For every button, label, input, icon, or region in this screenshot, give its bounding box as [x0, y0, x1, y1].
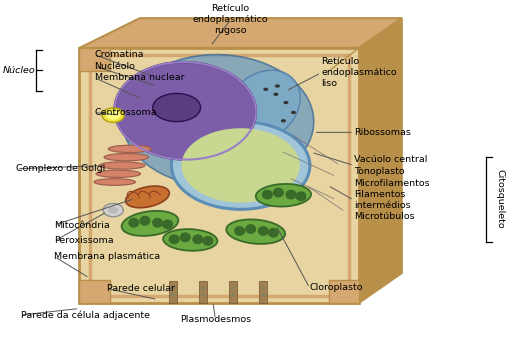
Ellipse shape — [153, 94, 201, 122]
Text: Cloroplasto: Cloroplasto — [310, 283, 363, 293]
Ellipse shape — [128, 218, 139, 228]
Circle shape — [106, 111, 120, 120]
Circle shape — [102, 108, 124, 122]
Circle shape — [263, 88, 268, 91]
Ellipse shape — [192, 234, 203, 244]
Text: Citosqueleto: Citosqueleto — [495, 170, 504, 229]
Ellipse shape — [245, 224, 256, 234]
Bar — [169, 281, 176, 303]
Text: Parede celular: Parede celular — [107, 284, 175, 293]
Text: Membrana plasmática: Membrana plasmática — [54, 252, 160, 261]
Circle shape — [273, 93, 278, 96]
Text: Retículo
endoplasmático
liso: Retículo endoplasmático liso — [321, 57, 397, 88]
Circle shape — [275, 84, 280, 88]
Ellipse shape — [296, 191, 307, 201]
Circle shape — [108, 207, 118, 214]
Polygon shape — [359, 18, 402, 303]
Text: Cromatina: Cromatina — [95, 50, 144, 59]
Circle shape — [103, 203, 123, 217]
Text: Núcleo: Núcleo — [3, 66, 35, 75]
Ellipse shape — [226, 70, 300, 142]
Text: Complexo de Golgi: Complexo de Golgi — [17, 164, 106, 173]
Circle shape — [170, 293, 175, 296]
Text: Peroxissoma: Peroxissoma — [54, 236, 114, 245]
Ellipse shape — [126, 186, 169, 208]
Polygon shape — [80, 18, 402, 48]
Polygon shape — [80, 48, 110, 71]
Ellipse shape — [256, 184, 311, 206]
Ellipse shape — [258, 226, 269, 236]
Circle shape — [200, 286, 205, 290]
Polygon shape — [329, 48, 359, 71]
Ellipse shape — [262, 190, 273, 200]
Text: Mitocôndria: Mitocôndria — [54, 221, 110, 230]
Ellipse shape — [94, 179, 135, 185]
Bar — [259, 281, 267, 303]
Ellipse shape — [285, 190, 297, 200]
Ellipse shape — [171, 122, 310, 209]
Ellipse shape — [273, 188, 284, 198]
Bar — [229, 281, 237, 303]
Circle shape — [231, 293, 236, 296]
Text: Membrana nuclear: Membrana nuclear — [95, 73, 184, 82]
Polygon shape — [80, 280, 110, 303]
Bar — [199, 281, 207, 303]
Ellipse shape — [96, 170, 140, 177]
Text: Nucléolo: Nucléolo — [95, 62, 135, 71]
Ellipse shape — [182, 128, 300, 203]
Ellipse shape — [202, 236, 213, 246]
Ellipse shape — [163, 229, 218, 251]
Ellipse shape — [139, 216, 151, 226]
Circle shape — [231, 286, 236, 290]
Ellipse shape — [179, 232, 191, 242]
Circle shape — [170, 286, 175, 290]
Circle shape — [200, 293, 205, 296]
Ellipse shape — [99, 162, 145, 169]
Ellipse shape — [115, 62, 256, 160]
Ellipse shape — [122, 55, 314, 187]
Ellipse shape — [152, 218, 163, 228]
Text: Centrossoma: Centrossoma — [95, 108, 157, 117]
Text: Vacúolo central
Tonoplasto: Vacúolo central Tonoplasto — [354, 155, 427, 176]
Text: Plasmodesmos: Plasmodesmos — [180, 315, 251, 324]
Ellipse shape — [162, 219, 173, 230]
Ellipse shape — [169, 234, 179, 244]
Polygon shape — [329, 280, 359, 303]
Circle shape — [261, 293, 266, 296]
Polygon shape — [80, 48, 359, 303]
Text: Microfilamentos
Filamentos
intermédios
Microtúbulos: Microfilamentos Filamentos intermédios M… — [354, 179, 429, 221]
Text: Parede da célula adjacente: Parede da célula adjacente — [20, 310, 150, 320]
Ellipse shape — [108, 145, 151, 153]
Ellipse shape — [122, 211, 178, 236]
Circle shape — [283, 101, 288, 104]
Circle shape — [291, 111, 296, 114]
Circle shape — [281, 119, 286, 122]
Text: Ribossomas: Ribossomas — [354, 128, 411, 137]
Ellipse shape — [268, 228, 279, 238]
Circle shape — [261, 286, 266, 290]
Ellipse shape — [104, 154, 149, 161]
Text: Retículo
endoplasmático
rugoso: Retículo endoplasmático rugoso — [193, 4, 268, 35]
Ellipse shape — [226, 219, 285, 244]
Ellipse shape — [234, 226, 245, 236]
